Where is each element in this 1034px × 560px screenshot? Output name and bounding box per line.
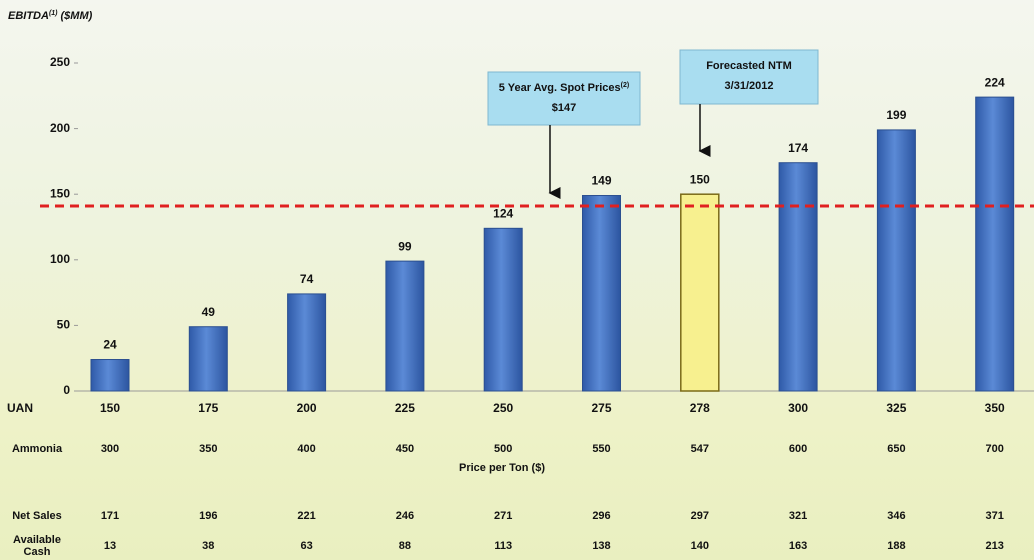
annotation-line: 3/31/2012 [725, 80, 774, 92]
table-cell: 113 [494, 540, 512, 552]
table-cell: 600 [789, 443, 807, 455]
bar [483, 227, 523, 392]
table-cell: 650 [887, 443, 905, 455]
table-cell: 188 [887, 540, 905, 552]
bar [90, 359, 130, 392]
table-cell: 346 [887, 510, 905, 522]
y-tick-label: 200 [50, 121, 70, 135]
x-tick-label: 300 [788, 401, 808, 415]
table-cell: 171 [101, 510, 119, 522]
table-cell: 700 [986, 443, 1004, 455]
x-tick-label: 225 [395, 401, 415, 415]
table-cell: 163 [789, 540, 807, 552]
table-cell: 196 [199, 510, 217, 522]
value-label: 224 [985, 75, 1005, 89]
bar [188, 326, 228, 392]
value-label: 99 [398, 239, 412, 253]
row-label: Ammonia [11, 443, 63, 455]
x-tick-label: 325 [886, 401, 906, 415]
table-cell: 300 [101, 443, 119, 455]
bar [385, 260, 425, 392]
table-cell: 271 [494, 510, 512, 522]
bar [287, 293, 327, 392]
value-label: 124 [493, 206, 513, 220]
table-cell: 13 [104, 540, 116, 552]
table-cell: 321 [789, 510, 807, 522]
annotation-note: (2) [621, 82, 630, 89]
annotation-box [679, 49, 819, 105]
y-tick-label: 0 [63, 383, 70, 397]
annotation-text: 5 Year Avg. Spot Prices(2) [499, 82, 629, 94]
title-unit: ($MM) [61, 10, 93, 22]
title: EBITDA [8, 10, 49, 22]
bar [778, 162, 818, 392]
value-label: 199 [886, 108, 906, 122]
table-cell: 38 [202, 540, 214, 552]
table-cell: 400 [297, 443, 315, 455]
x-axis-label: Price per Ton ($) [459, 462, 545, 474]
y-tick-label: 250 [50, 55, 70, 69]
table-cell: 547 [691, 443, 709, 455]
x-tick-label: 200 [297, 401, 317, 415]
x-tick-label: 175 [198, 401, 218, 415]
annotation-line: Forecasted NTM [706, 60, 792, 72]
annotation-text: 3/31/2012 [725, 80, 774, 92]
table-cell: 297 [691, 510, 709, 522]
table-cell: 550 [592, 443, 610, 455]
annotation-text: $147 [552, 102, 576, 114]
table-cell: 246 [396, 510, 414, 522]
y-tick-label: 50 [57, 318, 71, 332]
value-label: 174 [788, 141, 808, 155]
annotation-text: Forecasted NTM [706, 60, 792, 72]
table-cell: 296 [592, 510, 610, 522]
bar [582, 195, 621, 392]
svg-text:EBITDA(1)($MM): EBITDA(1) ($MM) [8, 10, 93, 22]
y-tick-label: 150 [50, 186, 70, 200]
annotation-line: $147 [552, 102, 576, 114]
table-cell: 450 [396, 443, 414, 455]
x-tick-label: 150 [100, 401, 120, 415]
value-label: 149 [591, 174, 611, 188]
x-tick-label: 275 [591, 401, 611, 415]
bar [680, 193, 720, 392]
title-note: (1) [49, 10, 58, 17]
x-row-label: UAN [7, 401, 33, 415]
table-cell: 138 [592, 540, 610, 552]
value-label: 74 [300, 272, 314, 286]
row-label: Net Sales [12, 510, 62, 522]
x-tick-label: 350 [985, 401, 1005, 415]
y-tick-label: 100 [50, 252, 70, 266]
table-cell: 88 [399, 540, 411, 552]
value-label: 24 [103, 338, 117, 352]
annotation-line: 5 Year Avg. Spot Prices [499, 82, 621, 94]
bar [876, 129, 916, 392]
table-cell: 213 [986, 540, 1004, 552]
row-label: Available Cash [13, 534, 61, 558]
x-tick-label: 250 [493, 401, 513, 415]
table-cell: 140 [691, 540, 709, 552]
annotation-box [487, 71, 641, 126]
value-label: 49 [202, 305, 216, 319]
x-tick-label: 278 [690, 401, 710, 415]
table-cell: 350 [199, 443, 217, 455]
table-cell: 63 [300, 540, 312, 552]
table-cell: 221 [297, 510, 315, 522]
table-cell: 500 [494, 443, 512, 455]
table-cell: 371 [986, 510, 1004, 522]
value-label: 150 [690, 172, 710, 186]
bar [975, 96, 1015, 392]
